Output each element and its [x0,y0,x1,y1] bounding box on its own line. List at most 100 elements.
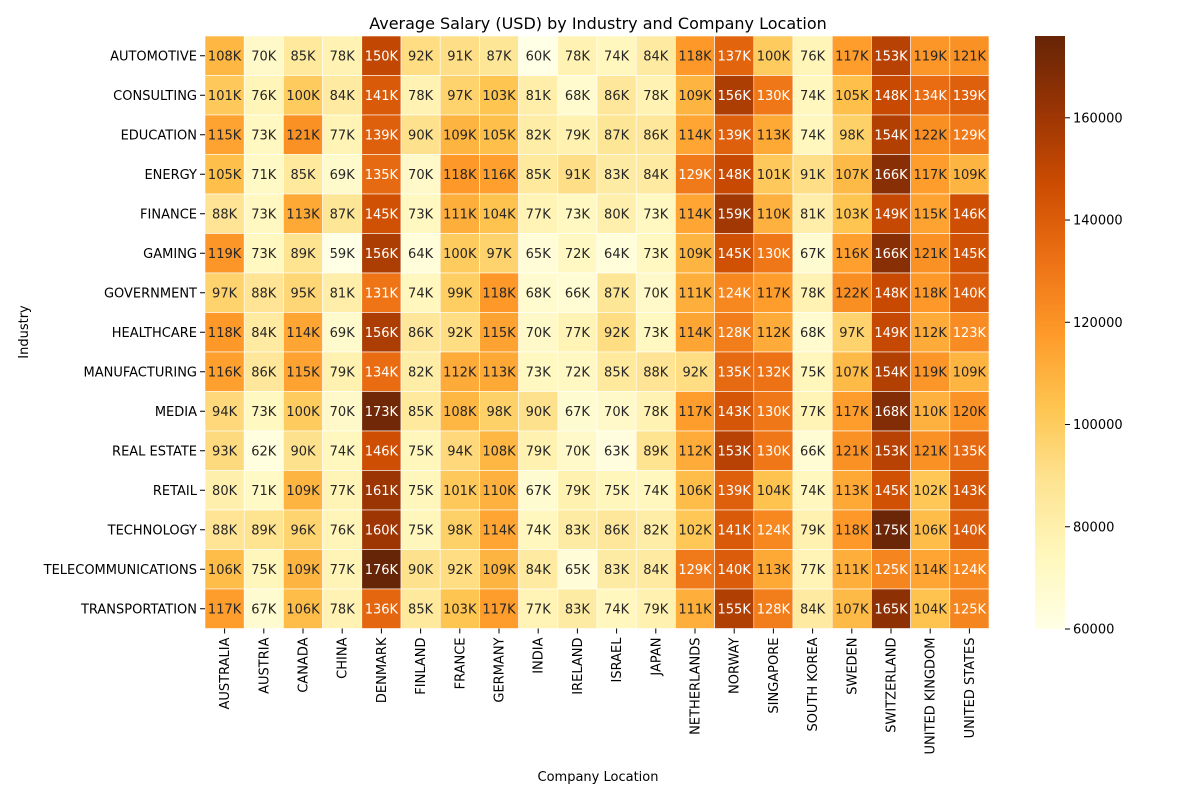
cell-value-label: 70K [643,286,669,301]
colorbar: 60000 80000 100000 120000 140000 160000 [1035,36,1123,638]
heatmap-cell [635,351,676,392]
cell-value-label: 122K [835,286,869,301]
x-tick-label: NETHERLANDS [689,638,704,735]
cell-value-label: 74K [800,128,826,143]
cell-value-label: 83K [604,168,630,183]
heatmap-cell [831,351,872,392]
heatmap-cell [714,154,755,195]
heatmap-cell [831,509,872,550]
cell-value-label: 109K [443,128,477,143]
cell-value-label: 121K [953,49,987,64]
y-tick-label: GAMING [143,247,197,262]
heatmap-cell [871,272,911,313]
heatmap-cell [714,312,755,353]
heatmap-cell [635,272,676,313]
heatmap-cell [439,114,480,155]
cell-value-label: 84K [643,563,669,578]
cell-value-label: 71K [251,484,277,499]
cell-value-label: 140K [718,563,752,578]
cell-value-label: 116K [482,168,516,183]
heatmap-cell [949,154,990,195]
cell-value-label: 92K [447,563,473,578]
cell-value-label: 103K [482,89,516,104]
cell-value-label: 80K [604,207,630,222]
heatmap-cell [596,75,637,116]
cell-value-label: 64K [604,247,630,262]
cell-value-label: 115K [482,326,516,341]
cell-value-label: 114K [482,523,516,538]
heatmap-cell [204,75,245,116]
heatmap-cell [400,114,441,155]
cell-value-label: 78K [565,49,591,64]
x-tick-label: CHINA [336,637,351,678]
cell-value-label: 114K [914,563,948,578]
heatmap-cell [714,272,755,313]
heatmap-cell [204,549,245,590]
cell-value-label: 148K [874,286,908,301]
cell-value-label: 109K [678,89,712,104]
heatmap-cell [635,549,676,590]
cell-value-label: 123K [953,326,987,341]
cell-value-label: 60K [526,49,552,64]
cell-value-label: 67K [800,247,826,262]
heatmap-cell [361,312,402,353]
heatmap-cell [949,351,990,392]
cell-value-label: 109K [678,247,712,262]
heatmap-cell [831,75,872,116]
heatmap-cell [400,509,441,550]
cell-value-label: 84K [251,326,277,341]
heatmap-cell [439,75,480,116]
heatmap-cell [518,430,559,471]
cell-value-label: 110K [482,484,516,499]
heatmap-cell [949,75,990,116]
cell-value-label: 73K [251,128,277,143]
cell-value-label: 69K [330,168,356,183]
x-tick-label: SWEDEN [845,638,860,695]
heatmap-cell [714,470,755,511]
cell-value-label: 119K [914,49,948,64]
heatmap-cell [400,154,441,195]
heatmap-cell [400,351,441,392]
heatmap-cell [871,351,911,392]
cell-value-label: 74K [604,602,630,617]
cell-value-label: 100K [286,405,320,420]
x-tick-label: UNITED KINGDOM [924,638,939,755]
heatmap-cell [518,509,559,550]
heatmap-cell [635,154,676,195]
cell-value-label: 102K [914,484,948,499]
y-tick-label: REAL ESTATE [112,444,197,459]
heatmap-cell [831,391,872,432]
heatmap-cell [792,233,833,274]
heatmap-cell [439,272,480,313]
cell-value-label: 137K [718,49,752,64]
cell-value-label: 155K [718,602,752,617]
cell-value-label: 130K [757,89,791,104]
heatmap-cell [910,470,951,511]
cell-value-label: 81K [800,207,826,222]
cell-value-label: 98K [839,128,865,143]
cell-value-label: 97K [486,247,512,262]
cell-value-label: 77K [330,128,356,143]
cell-value-label: 113K [835,484,869,499]
heatmap-cell [792,35,833,76]
cell-value-label: 77K [800,563,826,578]
heatmap-cell [675,154,715,195]
cell-value-label: 74K [330,444,356,459]
cell-value-label: 87K [604,286,630,301]
cell-value-label: 166K [874,168,908,183]
cell-value-label: 145K [874,484,908,499]
heatmap-cell [204,351,245,392]
heatmap-cell [949,549,990,590]
cell-value-label: 73K [643,207,669,222]
heatmap-cell [439,193,480,234]
cell-value-label: 62K [251,444,277,459]
cell-value-label: 79K [565,484,591,499]
cell-value-label: 129K [678,168,712,183]
heatmap-cell [283,114,323,155]
cell-value-label: 117K [914,168,948,183]
heatmap-cell [714,193,755,234]
cell-value-label: 85K [290,168,316,183]
x-tick-label: SINGAPORE [767,638,782,714]
cell-value-label: 79K [330,365,356,380]
heatmap-cell [596,114,637,155]
